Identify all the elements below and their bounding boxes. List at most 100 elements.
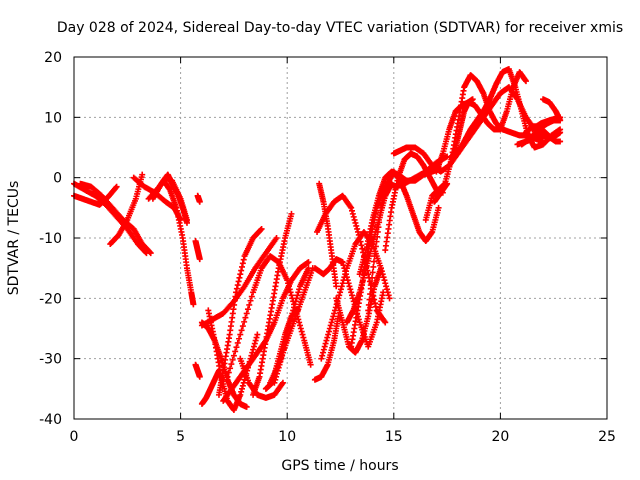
data-point	[284, 277, 291, 284]
data-point	[224, 373, 231, 380]
data-point	[233, 285, 240, 292]
axes	[73, 56, 608, 420]
series-track-3	[77, 180, 154, 257]
data-point	[234, 339, 241, 346]
series-track-26	[311, 256, 387, 350]
data-point	[325, 331, 332, 338]
data-point	[359, 245, 366, 252]
data-point	[367, 285, 374, 292]
data-point	[112, 184, 119, 191]
data-point	[321, 343, 328, 350]
data-point	[469, 96, 476, 103]
data-point	[113, 183, 120, 190]
data-point	[238, 388, 245, 395]
data-point	[248, 293, 255, 300]
data-point	[234, 282, 241, 289]
data-point	[254, 331, 261, 338]
series-track-7	[149, 171, 190, 226]
data-point	[350, 213, 357, 220]
data-point	[291, 304, 298, 311]
data-point	[258, 225, 265, 232]
data-point	[322, 340, 329, 347]
series-track-16	[215, 225, 265, 398]
data-point	[305, 259, 312, 266]
data-point	[343, 268, 350, 275]
data-point	[239, 323, 246, 330]
data-point	[369, 274, 376, 281]
data-point	[352, 219, 359, 226]
data-point	[235, 278, 242, 285]
data-point	[300, 334, 307, 341]
data-point	[358, 242, 365, 249]
data-point	[287, 289, 294, 296]
data-point	[190, 301, 197, 308]
tick-labels: 0 5 10 15 20 25 -40 -30 -20 -10 0 10 20	[39, 50, 616, 445]
data-point	[238, 267, 245, 274]
series-track-42	[540, 96, 564, 124]
data-point	[229, 356, 236, 363]
series-track-45	[431, 180, 451, 205]
data-point	[242, 314, 249, 321]
data-point	[243, 403, 250, 410]
y-tick-label: 0	[53, 171, 62, 187]
data-point	[378, 265, 385, 272]
data-point	[370, 263, 377, 270]
data-point	[250, 346, 257, 353]
data-point	[247, 297, 254, 304]
data-point	[328, 319, 335, 326]
data-point	[279, 379, 286, 386]
x-tick-label: 5	[176, 429, 185, 445]
data-point	[296, 322, 303, 329]
data-point	[557, 117, 564, 124]
data-point	[238, 327, 245, 334]
data-point	[557, 138, 564, 145]
data-point	[296, 319, 303, 326]
data-point	[233, 344, 240, 351]
data-point	[341, 274, 348, 281]
data-point	[237, 271, 244, 278]
data-point	[293, 295, 300, 302]
data-point	[324, 334, 331, 341]
data-point	[323, 337, 330, 344]
data-point	[367, 291, 374, 298]
data-point	[338, 283, 345, 290]
series-track-43	[522, 123, 564, 145]
y-tick-label: 10	[44, 110, 62, 126]
series-track-19	[237, 355, 286, 401]
data-point	[337, 289, 344, 296]
data-point	[239, 385, 246, 392]
data-point	[382, 319, 389, 326]
data-point	[227, 365, 234, 372]
data-point	[318, 355, 325, 362]
series-track-22	[250, 210, 295, 398]
data-point	[196, 373, 203, 380]
data-point	[232, 348, 239, 355]
x-axis-label: GPS time / hours	[281, 458, 398, 474]
series-track-34	[382, 150, 446, 254]
data-point	[384, 289, 391, 296]
x-tick-label: 15	[385, 429, 403, 445]
data-point	[383, 283, 390, 290]
data-point	[349, 292, 356, 299]
series-track-9	[194, 192, 203, 205]
series-track-33	[365, 168, 442, 314]
data-point	[435, 204, 442, 211]
series-track-18	[224, 253, 314, 380]
y-tick-label: 20	[44, 50, 62, 66]
data-point	[340, 277, 347, 284]
data-point	[241, 318, 248, 325]
data-point	[327, 322, 334, 329]
data-point	[230, 352, 237, 359]
data-point	[286, 286, 293, 293]
data-point	[273, 235, 280, 241]
data-point	[196, 256, 203, 263]
data-point	[349, 210, 356, 217]
y-tick-label: -40	[39, 412, 62, 428]
data-points	[71, 66, 564, 413]
data-point	[385, 292, 392, 299]
data-point	[237, 391, 244, 398]
data-point	[380, 274, 387, 281]
data-point	[288, 292, 295, 299]
data-point	[294, 292, 301, 299]
data-point	[252, 337, 259, 344]
